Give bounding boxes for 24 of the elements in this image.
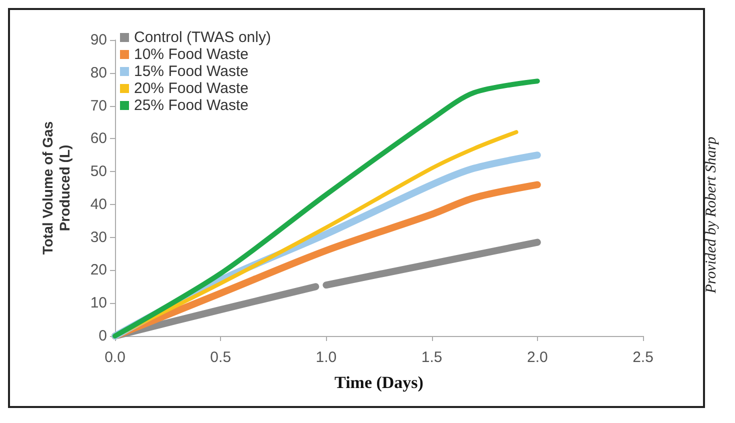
text: Provided by Robert Sharp bbox=[704, 136, 720, 294]
x-tick-label: 2.0 bbox=[526, 349, 548, 366]
y-tick-label: 20 bbox=[90, 262, 107, 279]
x-tick-label: 1.5 bbox=[421, 349, 442, 366]
y-tick-label: 70 bbox=[90, 97, 107, 114]
y-tick-label: 60 bbox=[90, 130, 107, 148]
x-axis-title: Time (Days) bbox=[334, 373, 424, 392]
y-tick-label: 30 bbox=[90, 228, 107, 246]
y-tick-label: 40 bbox=[90, 196, 107, 213]
y-tick-label: 0 bbox=[98, 328, 107, 344]
legend-label: 20% Food Waste bbox=[134, 80, 248, 97]
x-tick-label: 1.0 bbox=[316, 349, 337, 366]
y-tick-label: 90 bbox=[90, 32, 107, 48]
legend-label: 25% Food Waste bbox=[134, 97, 248, 114]
y-tick-label: 80 bbox=[90, 64, 107, 82]
legend-label: 10% Food Waste bbox=[134, 46, 248, 63]
x-tick-label: 0.5 bbox=[210, 349, 232, 366]
y-axis-title: Total Volume of Gas Produced (L) bbox=[40, 121, 72, 255]
y-tick-label: 10 bbox=[90, 294, 107, 312]
legend-label: 15% Food Waste bbox=[134, 63, 248, 80]
x-tick-label: 0.0 bbox=[104, 349, 126, 366]
y-tick-label: 50 bbox=[90, 163, 107, 180]
legend-label: Control (TWAS only) bbox=[134, 29, 271, 46]
x-tick-label: 2.5 bbox=[632, 349, 654, 366]
